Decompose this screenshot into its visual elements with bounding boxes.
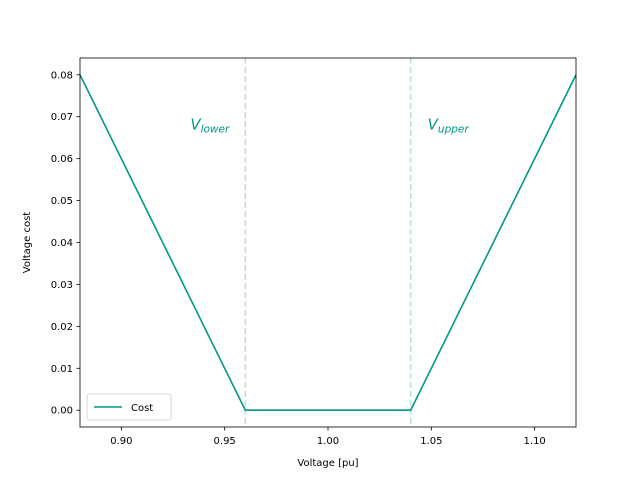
series-line-cost	[79, 74, 577, 412]
x-tick-label: 1.05	[420, 436, 442, 447]
y-tick-label: 0.07	[51, 112, 73, 123]
threshold-label-lower: Vlower	[190, 115, 230, 135]
x-tick-label: 0.95	[214, 436, 236, 447]
y-tick-label: 0.08	[51, 70, 73, 81]
y-axis-label: Voltage cost	[22, 212, 33, 274]
x-tick-label: 1.10	[524, 436, 546, 447]
y-tick-label: 0.05	[51, 196, 73, 207]
x-axis-label: Voltage [pu]	[297, 458, 358, 469]
series-layer	[79, 74, 577, 412]
y-tick-label: 0.03	[51, 280, 73, 291]
threshold-label-upper: Vupper	[428, 115, 470, 135]
y-tick-label: 0.06	[51, 154, 73, 165]
y-tick-label: 0.01	[51, 364, 73, 375]
legend: Cost	[86, 393, 172, 421]
legend-box	[86, 393, 172, 421]
x-axis-ticks: 0.90 0.95 1.00 1.05 1.10	[110, 427, 546, 447]
y-tick-label: 0.02	[51, 322, 73, 333]
x-tick-label: 0.90	[110, 436, 132, 447]
y-tick-label: 0.04	[51, 238, 73, 249]
legend-label: Cost	[131, 403, 153, 414]
x-tick-label: 1.00	[317, 436, 339, 447]
threshold-lines: Vlower Vupper	[190, 58, 469, 427]
y-axis-ticks: 0.00 0.01 0.02 0.03 0.04 0.05 0.06 0.07 0.08	[51, 70, 80, 417]
y-tick-label: 0.00	[51, 406, 73, 417]
